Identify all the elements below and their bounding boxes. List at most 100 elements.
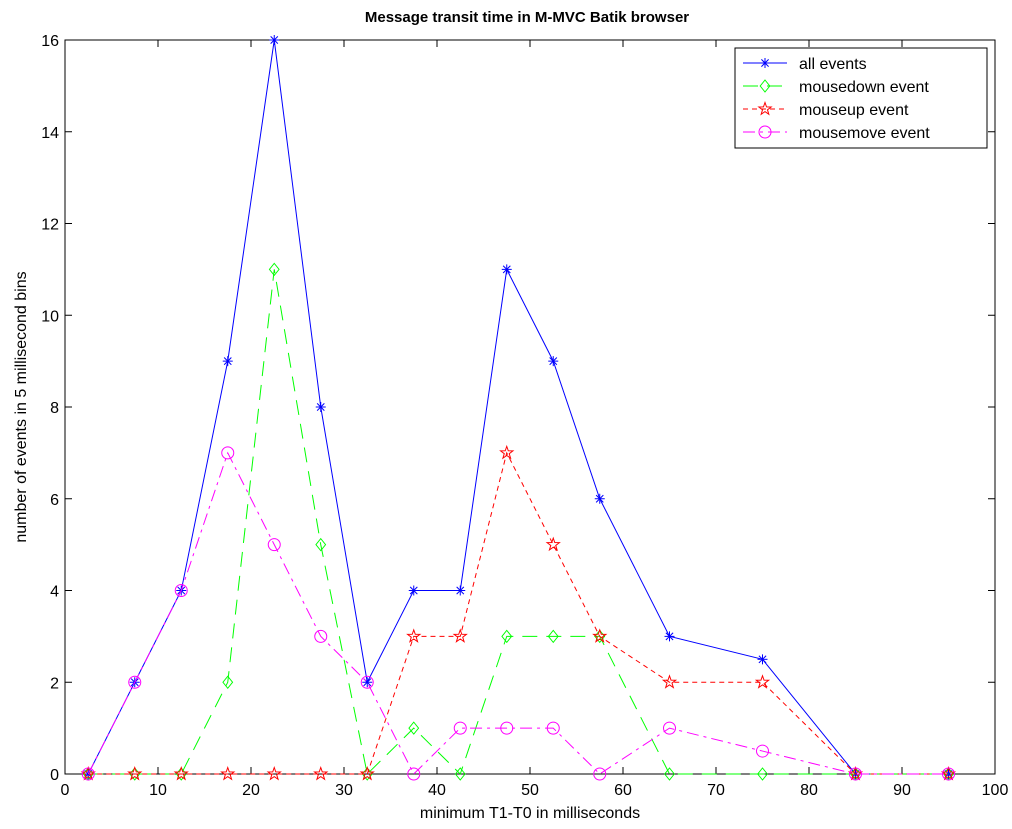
legend-marker: [758, 125, 772, 139]
x-tick-label: 30: [335, 782, 353, 799]
data-point: [545, 536, 561, 552]
chart-title: Message transit time in M-MVC Batik brow…: [365, 9, 689, 26]
legend-box: [734, 47, 988, 149]
series-line: [88, 269, 949, 776]
data-point: [173, 765, 189, 781]
data-point: [546, 721, 560, 735]
x-tick-label: 60: [614, 782, 632, 799]
data-point: [501, 629, 513, 644]
y-tick-label: 6: [50, 492, 59, 509]
x-tick-label: 10: [149, 782, 167, 799]
data-point: [757, 654, 768, 665]
data-point: [174, 584, 188, 597]
y-tick-label: 2: [50, 675, 59, 692]
x-tick-label: 40: [428, 782, 446, 799]
data-point: [360, 675, 374, 689]
data-point: [499, 444, 515, 460]
data-point: [594, 493, 605, 504]
data-point: [501, 264, 512, 275]
data-point: [408, 585, 419, 596]
data-point: [942, 767, 955, 781]
data-point: [849, 767, 862, 781]
x-axis-label: minimum T1-T0 in milliseconds: [420, 805, 640, 822]
legend-marker: [757, 100, 773, 116]
data-point: [222, 675, 234, 690]
data-point: [221, 446, 235, 460]
legend-label: mouseup event: [799, 102, 909, 119]
data-point: [547, 629, 559, 644]
y-tick-label: 0: [50, 767, 59, 784]
data-point: [222, 356, 233, 367]
data-point: [756, 744, 769, 758]
data-point: [847, 765, 864, 781]
legend-label: mousedown event: [799, 79, 929, 96]
data-point: [359, 765, 375, 781]
legend-entry: mousedown event: [743, 79, 929, 96]
y-tick-label: 4: [50, 584, 59, 601]
data-point: [266, 765, 282, 781]
data-point: [548, 356, 559, 367]
legend-label: mousemove event: [799, 125, 930, 142]
data-point: [455, 585, 466, 596]
legend-marker: [759, 79, 771, 93]
y-tick-label: 10: [41, 308, 59, 325]
data-point: [452, 628, 468, 643]
series-mousemove-event: [81, 446, 955, 781]
y-tick-label: 12: [41, 217, 59, 234]
data-point: [267, 538, 281, 552]
data-point: [940, 765, 957, 781]
data-point: [500, 721, 514, 735]
x-tick-label: 90: [893, 782, 911, 799]
data-point: [407, 767, 421, 781]
data-point: [315, 402, 326, 412]
data-point: [128, 675, 142, 689]
x-tick-label: 50: [521, 782, 539, 799]
y-tick-label: 8: [50, 400, 59, 417]
series-line: [87, 451, 949, 775]
x-tick-label: 100: [982, 782, 1009, 799]
y-tick-label: 16: [41, 33, 59, 50]
data-point: [663, 721, 676, 735]
data-point: [757, 767, 768, 781]
legend-entry: all events: [743, 56, 867, 73]
data-point: [81, 767, 95, 781]
data-point: [593, 767, 607, 781]
data-point: [664, 631, 675, 642]
x-tick-label: 20: [242, 782, 260, 799]
y-tick-label: 14: [41, 125, 59, 142]
data-point: [268, 262, 280, 277]
x-tick-label: 80: [800, 782, 818, 799]
y-axis-label: number of events in 5 millisecond bins: [13, 271, 30, 542]
axis-ticks: 0 10 20 30 40 50 60 70 80 90 100 0 2 4 6 8 10 12 14 16: [41, 33, 1008, 799]
x-tick-label: 0: [61, 782, 70, 799]
data-point: [454, 767, 466, 781]
data-point: [661, 674, 678, 689]
x-tick-label: 70: [707, 782, 725, 799]
data-point: [362, 677, 373, 688]
plot-area: [64, 39, 996, 775]
series-line: [87, 39, 949, 775]
data-point: [127, 765, 143, 781]
data-point: [80, 765, 96, 781]
data-point: [592, 628, 608, 643]
series-layer: [80, 35, 957, 781]
legend-label: all events: [799, 56, 867, 73]
data-point: [453, 721, 467, 735]
data-point: [314, 629, 328, 643]
legend-entry: mouseup event: [743, 100, 909, 119]
legend-entry: mousemove event: [743, 125, 930, 142]
series-mouseup-event: [80, 444, 957, 781]
data-point: [408, 721, 420, 735]
legend-marker: [760, 58, 770, 68]
data-point: [313, 765, 329, 781]
data-point: [664, 767, 675, 781]
series-line: [88, 451, 949, 775]
data-point: [315, 537, 327, 552]
data-point: [406, 628, 422, 643]
data-point: [269, 35, 280, 45]
data-point: [220, 765, 236, 781]
data-point: [754, 674, 771, 689]
series-mousedown-event: [82, 262, 954, 781]
legend: all events mousedown event mouseup event mo…: [734, 47, 988, 149]
